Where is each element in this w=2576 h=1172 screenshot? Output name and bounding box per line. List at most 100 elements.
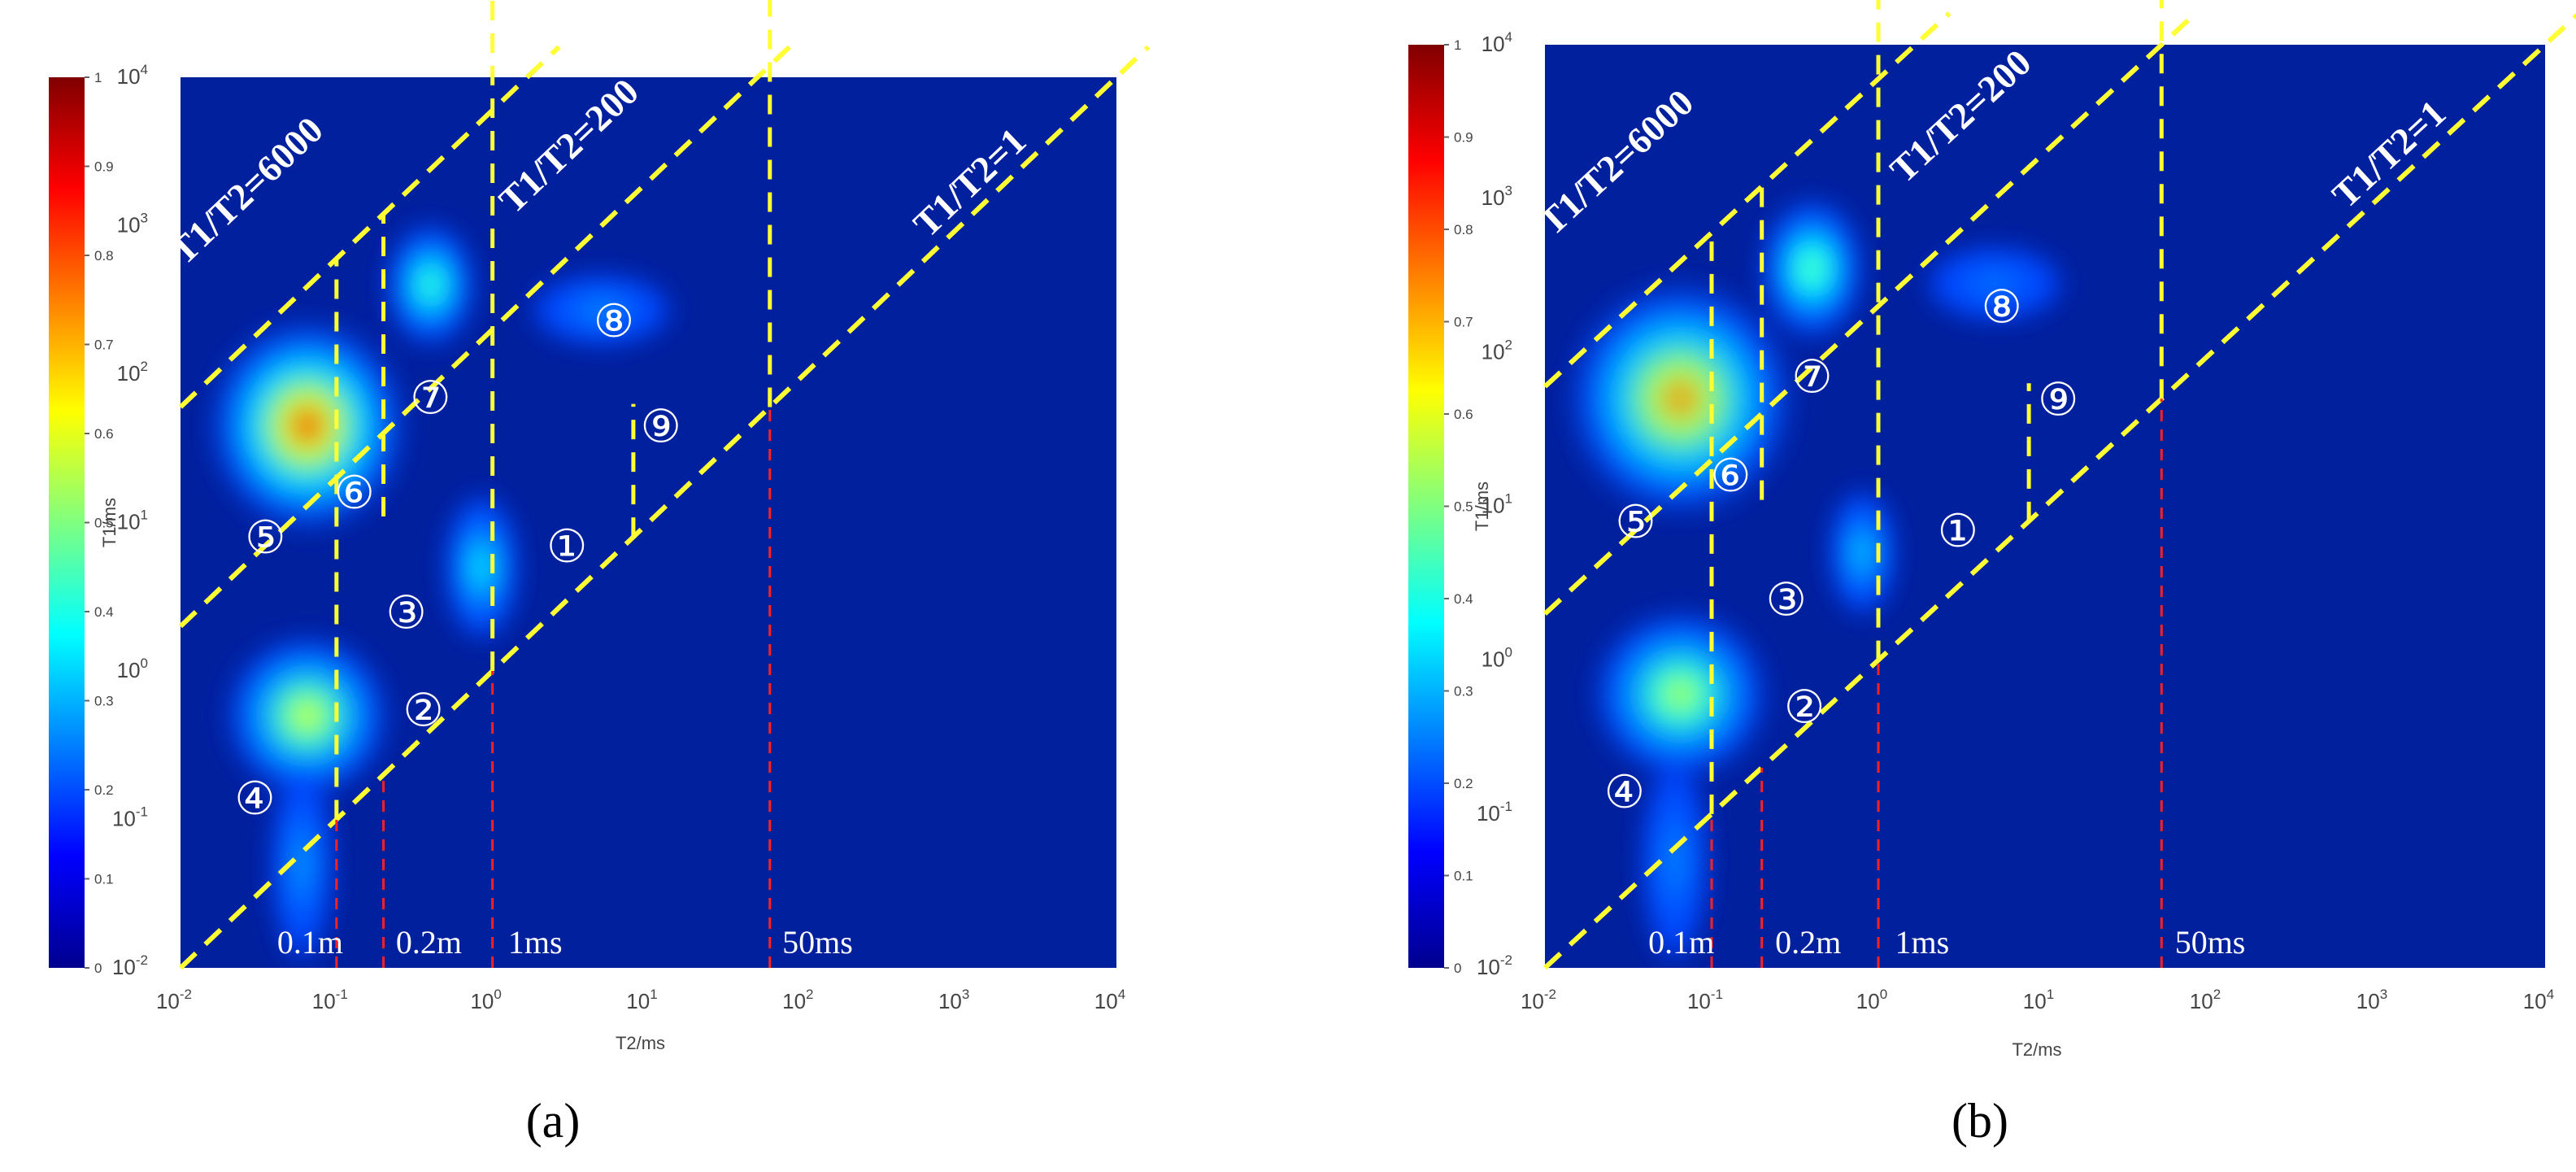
zone-label: ③ <box>1766 573 1807 626</box>
signal-peak <box>1756 194 1868 343</box>
x-tick-label: 100 <box>470 987 501 1013</box>
heatmap-plot-a: T1/T2=6000 T1/T2=200 T1/T2=10.1m 0.2m 1ms 50m… <box>99 0 1151 1053</box>
colorbar-ticks: 0 0.1 0.2 0.3 0.4 0.5 0.6 0.7 0.8 0.9 1 <box>85 70 114 976</box>
cutoff-label: 0.1m <box>1648 924 1714 961</box>
colorbar-tick-label: 0 <box>1454 961 1461 976</box>
colorbar-tick-label: 0.2 <box>94 782 114 798</box>
x-tick-label: 104 <box>1094 987 1125 1013</box>
guide-lines <box>1543 0 2576 970</box>
colorbar-ticks: 0 0.1 0.2 0.3 0.4 0.5 0.6 0.7 0.8 0.9 1 <box>1444 37 1473 976</box>
zone-label: ① <box>546 521 587 573</box>
zone-label: ⑤ <box>1615 496 1656 549</box>
colorbar-tick-label: 0.4 <box>1454 591 1473 607</box>
zone-label: ⑦ <box>1791 351 1832 404</box>
colorbar-b: 0 0.1 0.2 0.3 0.4 0.5 0.6 0.7 0.8 0.9 1 <box>1408 37 1473 976</box>
heatmap-plot-b: T1/T2=6000 T1/T2=200 T1/T2=10.1m 0.2m 1ms 50m… <box>1472 0 2576 1060</box>
y-tick-label: 10-1 <box>1477 799 1512 826</box>
zone-label: ⑧ <box>594 295 634 348</box>
ratio-line <box>1543 11 1952 389</box>
signal-peak <box>204 314 411 537</box>
x-tick-label: 10-1 <box>1687 987 1723 1013</box>
colorbar-tick-label: 1 <box>94 70 102 85</box>
colorbar-tick-label: 0.4 <box>94 604 114 620</box>
y-tick-label: 103 <box>1482 183 1512 210</box>
y-tick-label: 103 <box>117 211 148 237</box>
y-axis-label: T1/ms <box>1472 481 1492 531</box>
colorbar-tick-label: 0.5 <box>94 516 114 531</box>
ratio-line <box>178 45 561 409</box>
cutoff-label: 0.2m <box>1775 924 1841 961</box>
colorbar-tick-label: 0.9 <box>1454 130 1473 146</box>
y-axis-label: T1/ms <box>99 498 120 547</box>
signal-peak <box>221 630 394 801</box>
y-tick-label: 102 <box>117 359 148 386</box>
y-tick-label: 104 <box>117 62 148 89</box>
ratio-line <box>178 45 1151 970</box>
x-tick-label: 10-1 <box>312 987 348 1013</box>
colorbar-tick-label: 0.6 <box>1454 407 1473 422</box>
cutoff-label: 50ms <box>782 924 853 961</box>
x-tick-label: 103 <box>938 987 969 1013</box>
cutoff-label: 1ms <box>1895 924 1950 961</box>
ratio-line <box>1543 12 2576 970</box>
signal-peak <box>525 271 677 350</box>
x-tick-label: 10-2 <box>1521 987 1556 1013</box>
colorbar-tick-label: 0 <box>94 961 102 976</box>
y-tick-label: 104 <box>1482 29 1512 56</box>
ratio-line <box>178 45 791 629</box>
x-tick-label: 101 <box>2023 987 2054 1013</box>
y-tick-label: 101 <box>117 508 148 534</box>
zone-label: ② <box>1784 682 1825 734</box>
zone-label: ⑥ <box>1710 450 1751 503</box>
zone-label: ⑧ <box>1982 281 2022 333</box>
signal-peaks <box>1563 194 2069 968</box>
signal-peak <box>1825 485 1899 621</box>
panel-caption: (b) <box>1952 1094 2008 1148</box>
zone-label: ⑦ <box>410 372 450 425</box>
signal-peak <box>268 759 337 968</box>
x-tick-label: 102 <box>782 987 813 1013</box>
colorbar-tick-label: 0.7 <box>94 338 114 353</box>
y-tick-label: 101 <box>1482 491 1512 518</box>
colorbar-a: 0 0.1 0.2 0.3 0.4 0.5 0.6 0.7 0.8 0.9 1 <box>49 70 114 976</box>
cutoff-label: 0.2m <box>396 924 462 961</box>
signal-peak <box>1563 277 1798 521</box>
zone-label: ⑤ <box>245 512 285 564</box>
y-tick-label: 100 <box>117 656 148 682</box>
colorbar-tick-label: 0.1 <box>94 872 114 887</box>
zone-label: ⑥ <box>334 467 375 520</box>
x-axis-label: T2/ms <box>2012 1039 2061 1060</box>
x-tick-label: 10-2 <box>156 987 192 1013</box>
colorbar-tick-label: 0.1 <box>1454 869 1473 884</box>
colorbar-tick-label: 0.6 <box>94 426 114 442</box>
panel-caption: (a) <box>526 1094 581 1148</box>
colorbar-gradient <box>1408 45 1444 968</box>
y-tick-label: 100 <box>1482 645 1512 672</box>
y-tick-label: 10-2 <box>1477 952 1512 979</box>
colorbar-gradient <box>49 77 85 968</box>
zone-label: ① <box>1938 505 1978 558</box>
zone-label: ④ <box>1604 766 1645 819</box>
colorbar-tick-label: 0.3 <box>1454 684 1473 699</box>
zone-label: ⑨ <box>641 400 681 453</box>
cutoff-label: 1ms <box>508 924 563 961</box>
colorbar-tick-label: 0.8 <box>1454 222 1473 237</box>
zone-label: ④ <box>234 773 275 826</box>
colorbar-tick-label: 0.5 <box>1454 499 1473 515</box>
zone-label: ⑨ <box>2038 373 2078 426</box>
colorbar-tick-label: 1 <box>1454 37 1461 53</box>
y-tick-label: 102 <box>1482 337 1512 364</box>
x-tick-label: 100 <box>1856 987 1887 1013</box>
colorbar-tick-label: 0.3 <box>94 694 114 709</box>
cutoff-label: 50ms <box>2175 924 2246 961</box>
y-tick-label: 10-1 <box>112 804 148 831</box>
colorbar-tick-label: 0.7 <box>1454 315 1473 330</box>
ratio-line <box>1543 11 2198 616</box>
y-tick-label: 10-2 <box>112 952 148 979</box>
panel-b: 00.10.20.30.40.50.60.70.80.91 T1/T2=6000… <box>1408 0 2576 1148</box>
x-axis-label: T2/ms <box>616 1033 665 1053</box>
signal-peak <box>1638 752 1712 968</box>
zone-label: ② <box>402 684 443 737</box>
x-tick-label: 101 <box>626 987 657 1013</box>
